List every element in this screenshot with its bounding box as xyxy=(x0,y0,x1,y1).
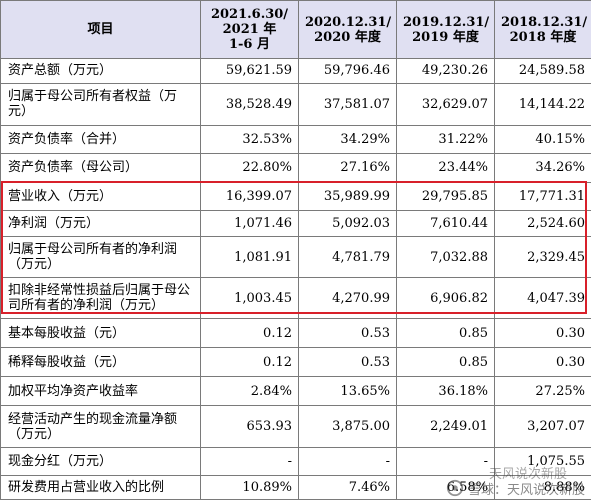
cell-value: 7,032.88 xyxy=(396,235,495,279)
cell-value: 7,610.44 xyxy=(396,209,495,237)
cell-value: 36.18% xyxy=(396,376,495,407)
snowball-logo-icon xyxy=(446,479,464,497)
row-label: 净利润（万元） xyxy=(0,209,201,237)
header-item: 项目 xyxy=(0,0,201,59)
row-label: 资产负债率（母公司） xyxy=(0,152,201,183)
cell-value: 27.25% xyxy=(494,376,591,407)
cell-value: 27.16% xyxy=(298,152,397,183)
table-row: 加权平均净资产收益率 2.84% 13.65% 36.18% 27.25% xyxy=(0,376,591,407)
cell-value: 4,781.79 xyxy=(298,235,397,279)
table-row: 稀释每股收益（元） 0.12 0.53 0.85 0.30 xyxy=(0,347,591,378)
cell-value: 6,906.82 xyxy=(396,277,495,319)
cell-value: 22.80% xyxy=(200,152,299,183)
row-label: 现金分红（万元） xyxy=(0,446,201,476)
cell-value: 37,581.07 xyxy=(298,82,397,126)
cell-value: 7.46% xyxy=(298,474,397,500)
cell-value: 59,796.46 xyxy=(298,58,397,84)
cell-value: 0.85 xyxy=(396,347,495,378)
cell-value: 4,047.39 xyxy=(494,277,591,319)
header-2021h1: 2021.6.30/ 2021 年 1-6 月 xyxy=(200,0,299,59)
table-row: 现金分红（万元） - - - 1,075.55 xyxy=(0,446,591,476)
cell-value: - xyxy=(298,446,397,476)
cell-value: 0.12 xyxy=(200,347,299,378)
header-2019: 2019.12.31/ 2019 年度 xyxy=(396,0,495,59)
cell-value: 40.15% xyxy=(494,124,591,154)
cell-value: 32,629.07 xyxy=(396,82,495,126)
cell-value: 38,528.49 xyxy=(200,82,299,126)
cell-value: 0.53 xyxy=(298,317,397,349)
table-row: 资产负债率（合并） 32.53% 34.29% 31.22% 40.15% xyxy=(0,124,591,154)
cell-value: 59,621.59 xyxy=(200,58,299,84)
watermark-text: 雪球：天风说次新股 xyxy=(467,482,585,498)
table-row: 归属于母公司所有者的净利润（万元） 1,081.91 4,781.79 7,03… xyxy=(0,235,591,279)
cell-value: 0.53 xyxy=(298,347,397,378)
table-row: 研发费用占营业收入的比例 10.89% 7.46% 6.58% 8.88% xyxy=(0,474,591,500)
row-label: 营业收入（万元） xyxy=(0,181,201,211)
table-row: 营业收入（万元） 16,399.07 35,989.99 29,795.85 1… xyxy=(0,181,591,211)
table-row: 基本每股收益（元） 0.12 0.53 0.85 0.30 xyxy=(0,317,591,349)
row-label: 资产总额（万元） xyxy=(0,58,201,84)
row-label: 资产负债率（合并） xyxy=(0,124,201,154)
row-label: 加权平均净资产收益率 xyxy=(0,376,201,407)
watermark: 雪球：天风说次新股 xyxy=(446,476,585,500)
cell-value: 1,081.91 xyxy=(200,235,299,279)
cell-value: 10.89% xyxy=(200,474,299,500)
cell-value: 14,144.22 xyxy=(494,82,591,126)
cell-value: 3,875.00 xyxy=(298,405,397,448)
cell-value: 2,249.01 xyxy=(396,405,495,448)
table-header-row: 项目 2021.6.30/ 2021 年 1-6 月 2020.12.31/ 2… xyxy=(0,0,591,59)
cell-value: 49,230.26 xyxy=(396,58,495,84)
cell-value: 0.85 xyxy=(396,317,495,349)
cell-value: 0.30 xyxy=(494,317,591,349)
cell-value: 0.12 xyxy=(200,317,299,349)
cell-value: 16,399.07 xyxy=(200,181,299,211)
row-label: 稀释每股收益（元） xyxy=(0,347,201,378)
cell-value: 2,524.60 xyxy=(494,209,591,237)
cell-value: 31.22% xyxy=(396,124,495,154)
cell-value: 0.30 xyxy=(494,347,591,378)
cell-value: 6.58% xyxy=(396,474,495,500)
row-label: 基本每股收益（元） xyxy=(0,317,201,349)
table-row: 归属于母公司所有者权益（万元） 38,528.49 37,581.07 32,6… xyxy=(0,82,591,126)
table-row: 资产负债率（母公司） 22.80% 27.16% 23.44% 34.26% xyxy=(0,152,591,183)
cell-value: 2.84% xyxy=(200,376,299,407)
cell-value: 32.53% xyxy=(200,124,299,154)
header-2020: 2020.12.31/ 2020 年度 xyxy=(298,0,397,59)
row-label: 研发费用占营业收入的比例 xyxy=(0,474,201,500)
table-row: 净利润（万元） 1,071.46 5,092.03 7,610.44 2,524… xyxy=(0,209,591,237)
cell-value: 34.26% xyxy=(494,152,591,183)
cell-value: 1,003.45 xyxy=(200,277,299,319)
cell-value: 23.44% xyxy=(396,152,495,183)
row-label: 归属于母公司所有者的净利润（万元） xyxy=(0,235,201,279)
cell-value: 2,329.45 xyxy=(494,235,591,279)
table-row: 扣除非经常性损益后归属于母公司所有者的净利润（万元） 1,003.45 4,27… xyxy=(0,277,591,319)
cell-value: 34.29% xyxy=(298,124,397,154)
row-label: 扣除非经常性损益后归属于母公司所有者的净利润（万元） xyxy=(0,277,201,319)
cell-value: 1,075.55 xyxy=(494,446,591,476)
cell-value: 653.93 xyxy=(200,405,299,448)
table-row: 资产总额（万元） 59,621.59 59,796.46 49,230.26 2… xyxy=(0,58,591,84)
cell-value: 29,795.85 xyxy=(396,181,495,211)
row-label: 归属于母公司所有者权益（万元） xyxy=(0,82,201,126)
cell-value: 24,589.58 xyxy=(494,58,591,84)
cell-value: 3,207.07 xyxy=(494,405,591,448)
header-2018: 2018.12.31/ 2018 年度 xyxy=(494,0,591,59)
row-label: 经营活动产生的现金流量净额（万元） xyxy=(0,405,201,448)
cell-value: 13.65% xyxy=(298,376,397,407)
cell-value: 1,071.46 xyxy=(200,209,299,237)
cell-value: - xyxy=(396,446,495,476)
cell-value: 35,989.99 xyxy=(298,181,397,211)
table-row: 经营活动产生的现金流量净额（万元） 653.93 3,875.00 2,249.… xyxy=(0,405,591,448)
cell-value: 4,270.99 xyxy=(298,277,397,319)
cell-value: 5,092.03 xyxy=(298,209,397,237)
watermark-secondary: 天风说次新股 xyxy=(488,467,567,482)
cell-value: - xyxy=(200,446,299,476)
cell-value: 17,771.31 xyxy=(494,181,591,211)
